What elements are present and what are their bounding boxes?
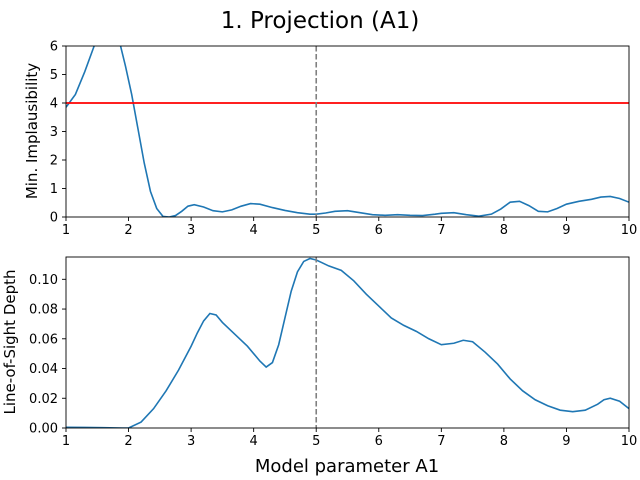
- top-x-tick-label: 1: [62, 223, 70, 238]
- bottom-x-tick-label: 8: [500, 434, 508, 449]
- top-x-tick-label: 6: [375, 223, 383, 238]
- bottom-y-axis-label: Line-of-Sight Depth: [1, 269, 19, 414]
- bottom-x-tick-label: 3: [187, 434, 195, 449]
- x-axis-label: Model parameter A1: [255, 456, 439, 477]
- bottom-y-tick-label: 0.10: [29, 273, 58, 288]
- bottom-y-tick-label: 0.00: [29, 422, 58, 437]
- top-y-tick-label: 1: [50, 182, 58, 197]
- top-x-tick-label: 5: [312, 223, 320, 238]
- bottom-y-tick-label: 0.04: [29, 362, 58, 377]
- bottom-y-tick-label: 0.06: [29, 332, 58, 347]
- top-y-tick-label: 3: [50, 125, 58, 140]
- top-series-line-0: [66, 46, 629, 217]
- top-y-tick-label: 0: [50, 211, 58, 226]
- top-x-tick-label: 8: [500, 223, 508, 238]
- top-y-tick-label: 5: [50, 68, 58, 83]
- top-y-tick-label: 2: [50, 154, 58, 169]
- top-x-tick-label: 4: [250, 223, 258, 238]
- bottom-axes-frame: [65, 256, 630, 429]
- bottom-x-tick-label: 5: [312, 434, 320, 449]
- top-y-tick-label: 6: [50, 40, 58, 55]
- top-y-tick-label: 4: [50, 97, 58, 112]
- bottom-x-tick-label: 7: [437, 434, 445, 449]
- bottom-x-tick-label: 4: [250, 434, 258, 449]
- top-x-tick-label: 7: [437, 223, 445, 238]
- top-x-tick-label: 2: [124, 223, 132, 238]
- top-x-tick-label: 10: [621, 223, 638, 238]
- bottom-x-tick-label: 2: [124, 434, 132, 449]
- top-x-tick-label: 9: [562, 223, 570, 238]
- bottom-x-tick-label: 9: [562, 434, 570, 449]
- bottom-y-tick-label: 0.08: [29, 303, 58, 318]
- chart-title: 1. Projection (A1): [221, 8, 420, 34]
- bottom-x-tick-label: 6: [375, 434, 383, 449]
- bottom-series-line-0: [66, 257, 629, 428]
- bottom-y-tick-label: 0.02: [29, 392, 58, 407]
- bottom-x-tick-label: 1: [62, 434, 70, 449]
- top-y-axis-label: Min. Implausibility: [23, 63, 41, 199]
- bottom-panel: Line-of-Sight Depth 1 2 3 4 5 6 7 8 9 10 0.00 0.02 0…: [1, 256, 638, 449]
- bottom-x-tick-label: 10: [621, 434, 638, 449]
- top-x-tick-label: 3: [187, 223, 195, 238]
